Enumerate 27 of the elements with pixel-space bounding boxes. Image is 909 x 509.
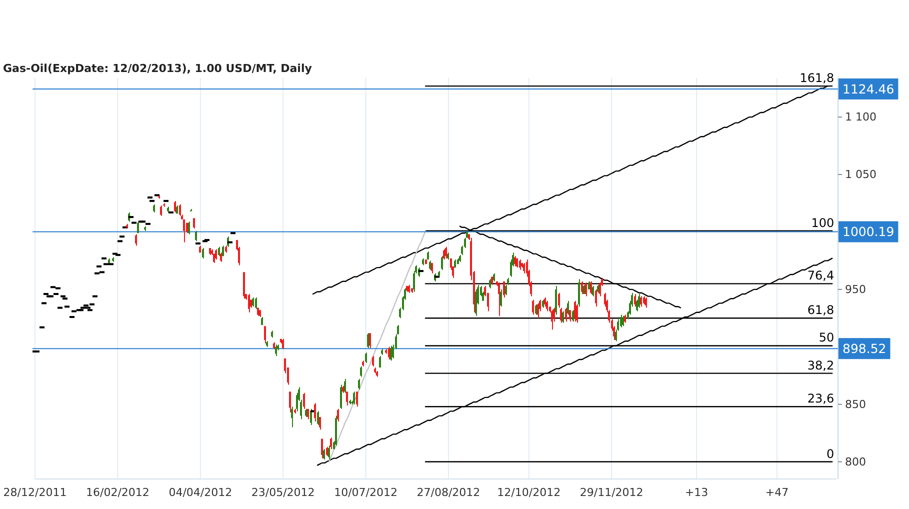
x-tick-label: 27/08/2012 — [416, 486, 480, 499]
x-tick-label: 12/10/2012 — [497, 486, 561, 499]
series-label: 0 — [826, 446, 834, 461]
series-label: 23,6 — [807, 392, 834, 406]
y-tick-label: 850 — [845, 398, 866, 411]
y-tick-label: 800 — [845, 455, 866, 468]
x-tick-label: 29/11/2012 — [580, 486, 644, 499]
ref-line-label: 898.52 — [842, 341, 886, 356]
x-tick-label: 23/05/2012 — [251, 486, 315, 499]
x-tick-label: 04/04/2012 — [168, 486, 232, 499]
series-label: 61,8 — [807, 303, 834, 318]
x-tick-label: 10/07/2012 — [334, 486, 398, 499]
chart-title: Gas-Oil(ExpDate: 12/02/2013), 1.00 USD/MT, Daily — [3, 62, 312, 75]
series-label: 76,4 — [807, 268, 834, 283]
series-label: 100 — [811, 216, 834, 230]
ref-line-label: 1124.46 — [842, 81, 894, 96]
x-tick-label: +47 — [765, 486, 789, 499]
series-label: 161,8 — [800, 71, 834, 86]
x-tick-label: 28/12/2011 — [3, 486, 67, 499]
series-label: 50 — [818, 330, 834, 345]
series-label: 38,2 — [807, 358, 834, 372]
ref-line-label: 1000.19 — [842, 224, 894, 240]
x-tick-label: 16/02/2012 — [86, 486, 150, 499]
y-tick-label: 1 050 — [845, 168, 876, 182]
y-tick-label: 950 — [845, 282, 866, 296]
x-tick-label: +13 — [684, 486, 708, 499]
y-tick-label: 1 100 — [845, 110, 876, 124]
